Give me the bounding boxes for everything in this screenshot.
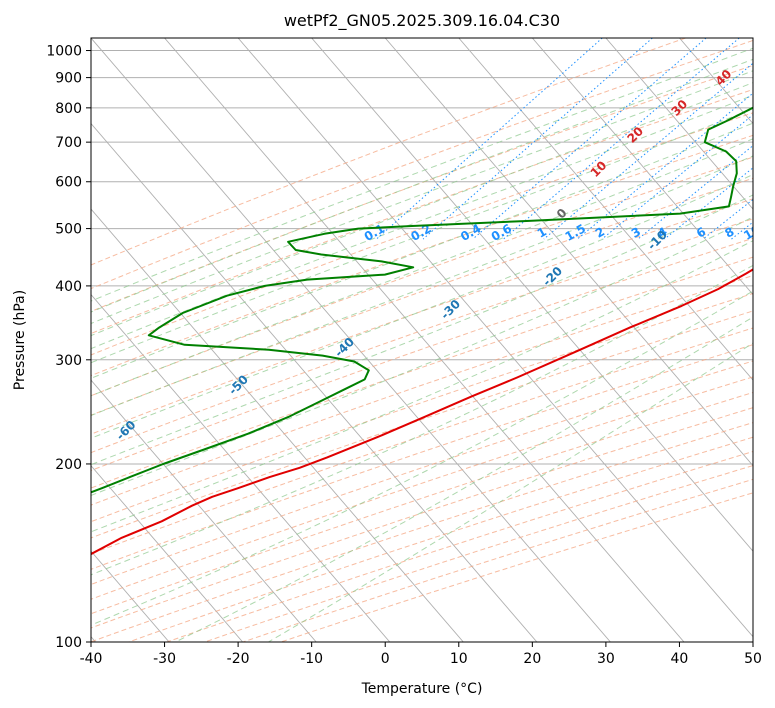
y-tick-label: 800 <box>55 101 82 117</box>
dry-adiabat-line <box>91 407 753 629</box>
isotherm-line <box>752 38 753 39</box>
dewpoint-profile-line <box>91 106 753 494</box>
moist-adiabat-line <box>91 194 753 466</box>
mixing-ratio-label: 13 <box>768 222 775 242</box>
x-tick-label: 50 <box>744 651 762 667</box>
isotherm-line <box>91 379 317 642</box>
isotherm-line <box>91 122 538 642</box>
dry-adiabat-line <box>91 134 753 377</box>
profile-lines <box>91 106 753 556</box>
y-tick-label: 600 <box>55 175 82 191</box>
moist-adiabat-line <box>91 155 753 417</box>
moist-adiabat-line <box>91 138 753 397</box>
dry-adiabat-line <box>279 492 753 642</box>
y-tick-label: 300 <box>55 353 82 369</box>
mixing-ratio-line <box>577 92 753 240</box>
dry-adiabat-line <box>91 422 753 642</box>
y-tick-label: 200 <box>55 457 82 473</box>
isotherm-line <box>91 293 391 642</box>
mixing-ratio-line <box>754 38 775 239</box>
x-tick-label: -30 <box>153 651 176 667</box>
isotherm-line <box>237 38 753 638</box>
isotherm-line <box>384 38 753 467</box>
x-tick-label: 10 <box>450 651 468 667</box>
dry-adiabat-line <box>91 376 753 600</box>
y-tick-label: 700 <box>55 135 82 151</box>
isotherm-line <box>531 38 753 296</box>
x-axis: -40 -30 -20 -10 0 10 20 30 40 50 <box>80 642 762 667</box>
mixing-ratio-line <box>422 38 653 240</box>
isotherm-line <box>605 38 753 210</box>
y-tick-label: 1000 <box>46 44 82 60</box>
moist-adiabat-line <box>91 216 753 497</box>
x-tick-label: 40 <box>671 651 689 667</box>
y-axis-label: Pressure (hPa) <box>12 290 28 390</box>
moist-adiabat-line <box>175 316 753 642</box>
x-tick-label: 0 <box>381 651 390 667</box>
background-lines <box>91 38 775 642</box>
x-tick-label: -10 <box>300 651 323 667</box>
isotherm-line <box>311 38 753 552</box>
mixing-ratio-label: 10 <box>741 222 762 242</box>
isotherm-line <box>458 38 753 381</box>
y-tick-label: 400 <box>55 279 82 295</box>
temperature-profile-line <box>91 268 753 556</box>
dry-adiabat-line <box>91 237 753 472</box>
isotherm-line <box>164 38 685 642</box>
y-tick-label: 100 <box>55 635 82 651</box>
dry-adiabat-line <box>91 391 753 615</box>
plot-frame <box>90 37 754 643</box>
isotherm-label: -70 <box>0 467 22 492</box>
y-tick-label: 500 <box>55 222 82 238</box>
mixing-ratio-line <box>543 62 753 240</box>
mixing-ratio-line <box>702 198 753 240</box>
dry-adiabat-line <box>91 256 753 489</box>
y-tick-label: 900 <box>55 71 82 87</box>
moist-adiabat-line <box>91 58 753 313</box>
x-tick-label: -20 <box>227 651 250 667</box>
moist-adiabat-line <box>91 82 753 337</box>
moist-adiabat-line <box>91 122 753 379</box>
dry-adiabat-line <box>91 310 753 539</box>
dry-adiabat-line <box>91 218 753 454</box>
isotherm-line <box>91 464 244 642</box>
x-tick-label: -40 <box>80 651 103 667</box>
dry-adiabat-line <box>91 274 753 506</box>
isotherm-line <box>91 38 611 642</box>
y-axis: 100 200 300 400 500 600 700 800 900 1000 <box>46 44 91 651</box>
moist-adiabat-line <box>91 47 753 302</box>
x-tick-label: 20 <box>523 651 541 667</box>
dry-adiabat-line <box>91 177 753 416</box>
chart-title: wetPf2_GN05.2025.309.16.04.C30 <box>284 11 560 31</box>
x-axis-label: Temperature (°C) <box>361 681 483 697</box>
isotherm-line <box>91 208 464 642</box>
plot-background <box>91 38 753 642</box>
x-tick-label: 30 <box>597 651 615 667</box>
moist-adiabat-line <box>91 290 753 626</box>
mixing-ratio-line <box>472 38 707 240</box>
